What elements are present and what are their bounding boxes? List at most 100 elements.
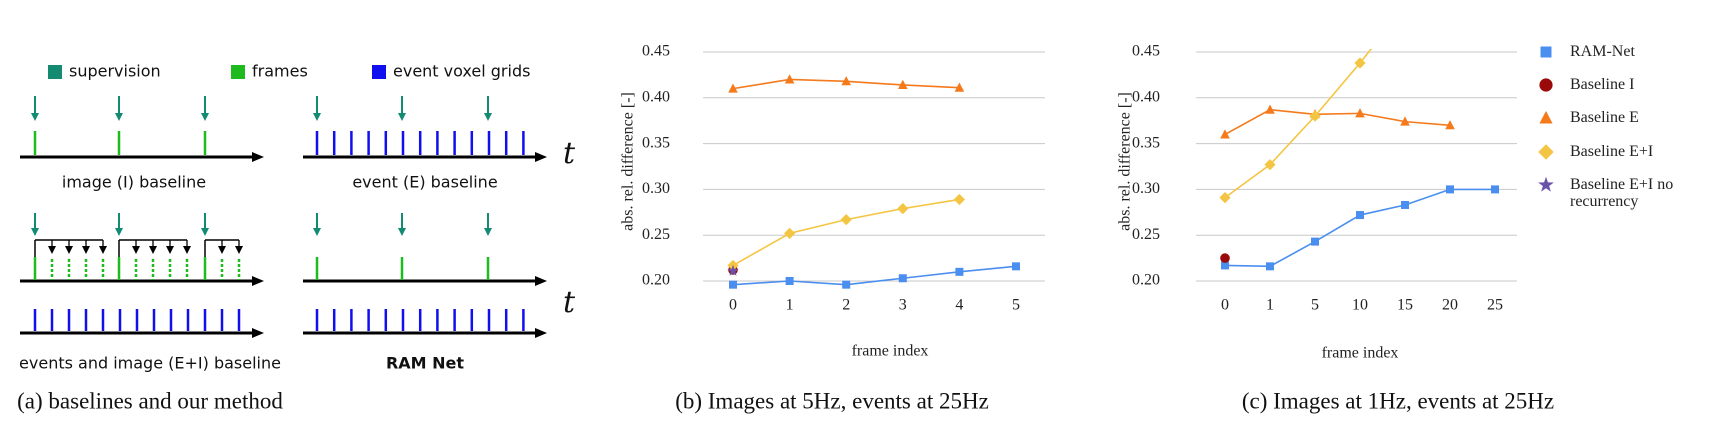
marker: [955, 267, 964, 276]
arrow-head: [201, 113, 209, 121]
marker: [1265, 104, 1275, 114]
x-tick-label: 5: [1012, 297, 1020, 314]
legend-label: event voxel grids: [393, 62, 530, 81]
y-axis-label: abs. rel. difference [-]: [1117, 92, 1134, 231]
marker: [785, 277, 794, 285]
arrow-head: [398, 228, 406, 236]
panel-label: event (E) baseline: [352, 173, 497, 192]
series: [1220, 104, 1455, 139]
x-tick-label: 25: [1487, 297, 1503, 314]
arrow-head: [82, 246, 90, 254]
arrow-head: [252, 276, 264, 286]
legend-swatch: [372, 65, 386, 79]
marker: [784, 227, 796, 239]
arrow-head: [398, 113, 406, 121]
x-tick-label: 20: [1442, 297, 1458, 314]
marker: [840, 214, 852, 226]
marker: [1354, 57, 1366, 69]
marker: [842, 280, 851, 289]
marker: [1356, 211, 1364, 220]
arrow-head: [31, 228, 39, 236]
series: [1221, 185, 1499, 271]
y-tick-label: 0.40: [1132, 88, 1160, 105]
legend-marker: [1538, 144, 1554, 160]
legend-marker: [1540, 46, 1552, 58]
marker: [784, 74, 795, 84]
marker: [898, 274, 907, 283]
panel-label: events and image (E+I) baseline: [19, 354, 281, 373]
y-tick-label: 0.25: [1132, 226, 1160, 243]
arrow-head: [31, 113, 39, 121]
marker: [1219, 192, 1231, 204]
marker: [729, 280, 737, 289]
time-label: t: [563, 285, 576, 320]
marker: [728, 83, 738, 93]
arrow-head: [65, 246, 73, 254]
series: [727, 264, 739, 276]
marker: [1445, 120, 1455, 130]
arrow-head: [235, 246, 243, 254]
x-axis-label: frame index: [852, 343, 929, 360]
marker: [1309, 110, 1321, 122]
arrow-head: [252, 152, 264, 162]
series-line: [1224, 188, 1495, 268]
marker: [841, 76, 851, 86]
legend-marker: [1538, 176, 1554, 192]
arrow-head: [115, 228, 123, 236]
x-tick-label: 15: [1397, 297, 1413, 314]
marker: [1401, 200, 1409, 209]
panel-label: RAM Net: [386, 354, 464, 373]
marker: [1220, 253, 1230, 263]
y-tick-label: 0.45: [642, 43, 670, 60]
time-label: t: [563, 136, 576, 171]
x-axis-label: frame index: [1322, 345, 1399, 362]
panel-label: image (I) baseline: [62, 173, 206, 192]
series: [727, 193, 965, 272]
series-line: [1224, 108, 1451, 136]
legend-label: Baseline E+I no recurrency: [1570, 176, 1674, 210]
legend-label: Baseline E: [1570, 109, 1639, 126]
y-tick-label: 0.20: [642, 272, 670, 289]
arrow-head: [99, 246, 107, 254]
y-tick-label: 0.30: [1132, 180, 1160, 197]
legend-swatch: [48, 65, 62, 79]
marker: [1400, 116, 1410, 126]
arrow-head: [313, 113, 321, 121]
arrow-head: [166, 246, 174, 254]
y-tick-label: 0.30: [642, 180, 670, 197]
arrow-head: [48, 246, 56, 254]
marker: [1355, 108, 1365, 118]
series: [1219, 49, 1373, 204]
caption: (c) Images at 1Hz, events at 25Hz: [1242, 388, 1554, 413]
arrow-head: [313, 228, 321, 236]
x-tick-label: 0: [729, 297, 737, 314]
arrow-head: [149, 246, 157, 254]
marker: [1221, 261, 1229, 270]
x-tick-label: 0: [1221, 297, 1229, 314]
y-tick-label: 0.35: [642, 134, 670, 151]
legend-label: Baseline E+I: [1570, 143, 1654, 160]
series: [729, 262, 1020, 289]
arrow-head: [535, 276, 547, 286]
arrow-head: [484, 228, 492, 236]
y-tick-label: 0.45: [1132, 43, 1160, 60]
series-line: [1224, 49, 1373, 199]
marker: [1220, 129, 1230, 139]
y-tick-label: 0.20: [1132, 272, 1160, 289]
legend-swatch: [231, 65, 245, 79]
series-line: [732, 198, 960, 267]
series: [728, 74, 965, 93]
marker: [1012, 262, 1020, 271]
arrow-head: [183, 246, 191, 254]
x-tick-label: 1: [1266, 297, 1274, 314]
marker: [1311, 237, 1319, 246]
arrow-head: [252, 328, 264, 338]
marker: [898, 79, 908, 89]
arrow-head: [132, 246, 140, 254]
marker: [1266, 262, 1274, 271]
x-tick-label: 5: [1311, 297, 1319, 314]
arrow-head: [535, 152, 547, 162]
legend-label: supervision: [69, 62, 161, 81]
